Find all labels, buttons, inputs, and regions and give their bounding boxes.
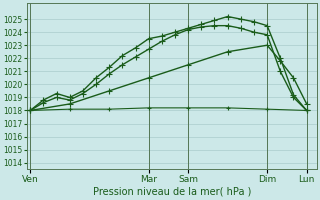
- X-axis label: Pression niveau de la mer( hPa ): Pression niveau de la mer( hPa ): [92, 187, 251, 197]
